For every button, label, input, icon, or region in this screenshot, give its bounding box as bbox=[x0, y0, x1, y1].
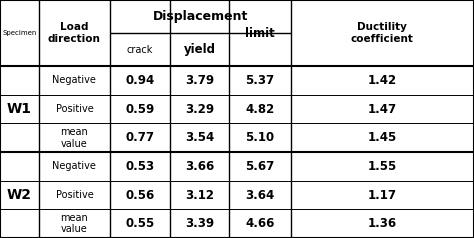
Text: 1.42: 1.42 bbox=[368, 74, 397, 87]
Text: 3.12: 3.12 bbox=[185, 188, 214, 202]
Text: yield: yield bbox=[183, 43, 216, 56]
Text: W1: W1 bbox=[7, 102, 32, 116]
Text: 1.55: 1.55 bbox=[368, 160, 397, 173]
Text: limit: limit bbox=[245, 27, 275, 40]
Text: Displacement: Displacement bbox=[153, 10, 248, 23]
Text: Specimen: Specimen bbox=[2, 30, 36, 36]
Text: 0.59: 0.59 bbox=[125, 103, 155, 116]
Text: 1.17: 1.17 bbox=[368, 188, 397, 202]
Text: 0.94: 0.94 bbox=[125, 74, 155, 87]
Text: 3.54: 3.54 bbox=[185, 131, 214, 144]
Text: 0.55: 0.55 bbox=[125, 217, 155, 230]
Text: 3.66: 3.66 bbox=[185, 160, 214, 173]
Text: 3.64: 3.64 bbox=[246, 188, 274, 202]
Text: 1.36: 1.36 bbox=[368, 217, 397, 230]
Text: 0.77: 0.77 bbox=[125, 131, 155, 144]
Text: W2: W2 bbox=[7, 188, 32, 202]
Text: mean
value: mean value bbox=[61, 127, 88, 149]
Text: 5.67: 5.67 bbox=[246, 160, 274, 173]
Text: 0.53: 0.53 bbox=[125, 160, 155, 173]
Text: crack: crack bbox=[127, 45, 153, 55]
Text: Positive: Positive bbox=[55, 190, 93, 200]
Text: 3.79: 3.79 bbox=[185, 74, 214, 87]
Text: Load
direction: Load direction bbox=[48, 22, 101, 44]
Text: Negative: Negative bbox=[53, 75, 96, 85]
Text: 0.56: 0.56 bbox=[125, 188, 155, 202]
Text: Positive: Positive bbox=[55, 104, 93, 114]
Text: mean
value: mean value bbox=[61, 213, 88, 234]
Text: 5.37: 5.37 bbox=[246, 74, 274, 87]
Text: 4.66: 4.66 bbox=[246, 217, 274, 230]
Text: 3.29: 3.29 bbox=[185, 103, 214, 116]
Text: 1.45: 1.45 bbox=[368, 131, 397, 144]
Text: 4.82: 4.82 bbox=[246, 103, 274, 116]
Text: 3.39: 3.39 bbox=[185, 217, 214, 230]
Text: Ductility
coefficient: Ductility coefficient bbox=[351, 22, 414, 44]
Text: 1.47: 1.47 bbox=[368, 103, 397, 116]
Text: 5.10: 5.10 bbox=[246, 131, 274, 144]
Text: Negative: Negative bbox=[53, 161, 96, 171]
